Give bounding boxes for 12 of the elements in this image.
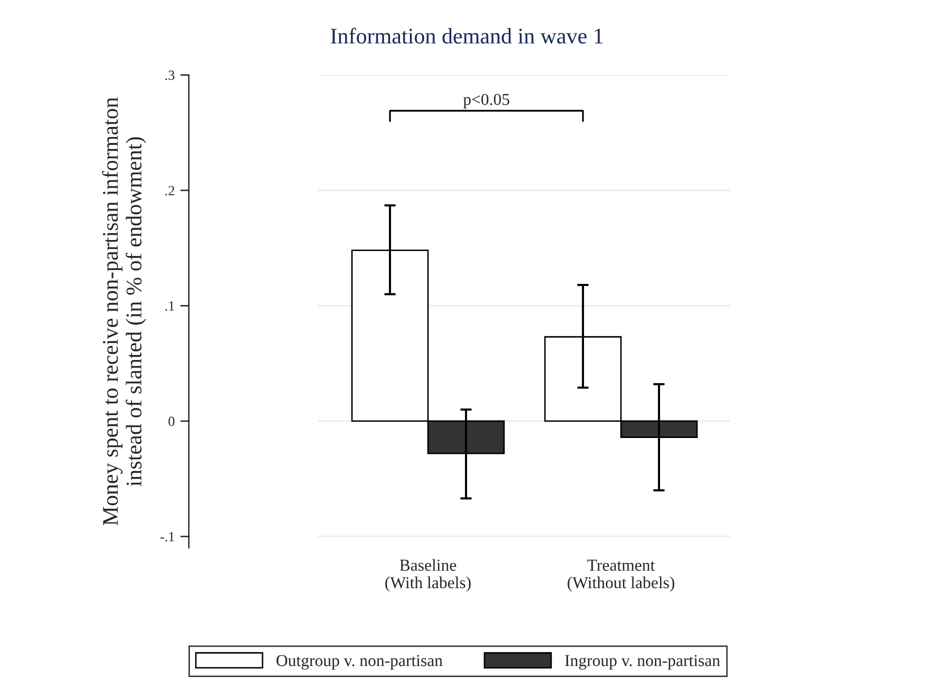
chart-title: Information demand in wave 1 <box>330 28 603 44</box>
y-axis-title: Money spent to receive non-partisan informaton instead of slanted (in % of endowment) <box>102 97 146 526</box>
y-tick-label: .2 <box>165 186 174 196</box>
y-tick-label: .3 <box>165 70 174 80</box>
x-tick-label: Baseline (With labels) <box>385 559 471 592</box>
y-tick-label: 0 <box>168 416 174 426</box>
y-tick-label: .1 <box>165 301 174 311</box>
annotation: p<0.05 <box>463 94 510 108</box>
legend-label: Ingroup v. non-partisan <box>565 655 720 670</box>
y-tick-label: -.1 <box>160 532 174 542</box>
legend-label: Outgroup v. non-partisan <box>276 655 443 670</box>
x-tick-label: Treatment (Without labels) <box>568 560 674 592</box>
